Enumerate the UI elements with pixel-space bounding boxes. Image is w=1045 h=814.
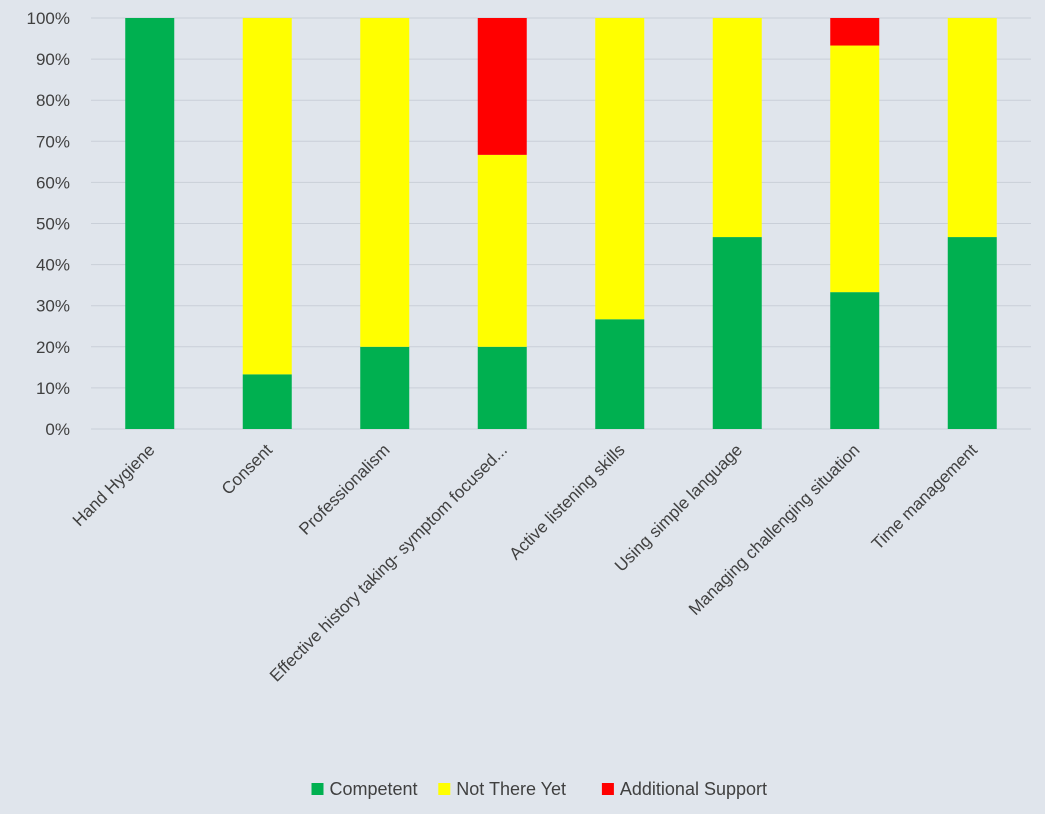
y-tick-label: 30% bbox=[36, 297, 70, 316]
legend-item: Additional Support bbox=[601, 779, 767, 799]
x-tick-label: Hand Hygiene bbox=[69, 440, 159, 530]
bar-segment-competent bbox=[830, 292, 880, 429]
legend-swatch bbox=[311, 783, 324, 795]
x-tick-label: Effective history taking- symptom focuse… bbox=[266, 440, 511, 685]
legend-label: Not There Yet bbox=[456, 779, 566, 799]
legend-item: Not There Yet bbox=[438, 779, 566, 799]
bar-segment-not-there-yet bbox=[477, 154, 527, 347]
legend: Competent Not There Yet Additional Support bbox=[311, 779, 767, 799]
legend-swatch bbox=[601, 783, 614, 795]
bar-segment-not-there-yet bbox=[242, 18, 292, 375]
y-tick-label: 60% bbox=[36, 173, 70, 192]
y-tick-label: 50% bbox=[36, 215, 70, 234]
y-tick-label: 90% bbox=[36, 50, 70, 69]
x-tick-label: Consent bbox=[218, 440, 276, 498]
legend-label: Additional Support bbox=[620, 779, 767, 799]
x-tick-label: Time management bbox=[868, 440, 981, 553]
x-tick-label: Professionalism bbox=[295, 440, 393, 538]
bar-segment-additional-support bbox=[830, 18, 880, 46]
bar-segment-additional-support bbox=[477, 18, 527, 155]
bar-segment-competent bbox=[947, 237, 997, 429]
legend-swatch bbox=[438, 783, 451, 795]
bars bbox=[125, 18, 997, 429]
y-tick-label: 80% bbox=[36, 91, 70, 110]
y-tick-label: 100% bbox=[27, 9, 70, 28]
bar-segment-not-there-yet bbox=[712, 18, 762, 238]
bar-segment-competent bbox=[242, 374, 292, 429]
bar-segment-not-there-yet bbox=[947, 18, 997, 238]
bar-segment-competent bbox=[712, 237, 762, 429]
y-tick-label: 10% bbox=[36, 379, 70, 398]
legend-label: Competent bbox=[330, 779, 418, 799]
bar-segment-competent bbox=[477, 346, 527, 429]
x-tick-label: Using simple language bbox=[611, 440, 746, 575]
y-tick-label: 70% bbox=[36, 132, 70, 151]
bar-segment-competent bbox=[595, 319, 645, 429]
bar-segment-not-there-yet bbox=[830, 45, 880, 293]
y-tick-label: 0% bbox=[45, 420, 70, 439]
gridlines bbox=[91, 17, 1031, 430]
y-tick-label: 20% bbox=[36, 338, 70, 357]
bar-segment-competent bbox=[360, 346, 410, 429]
bar-segment-competent bbox=[125, 18, 175, 429]
x-tick-label: Active listening skills bbox=[506, 440, 629, 563]
legend-item: Competent bbox=[311, 779, 418, 799]
bar-segment-not-there-yet bbox=[595, 18, 645, 320]
bar-segment-not-there-yet bbox=[360, 18, 410, 347]
y-tick-label: 40% bbox=[36, 256, 70, 275]
